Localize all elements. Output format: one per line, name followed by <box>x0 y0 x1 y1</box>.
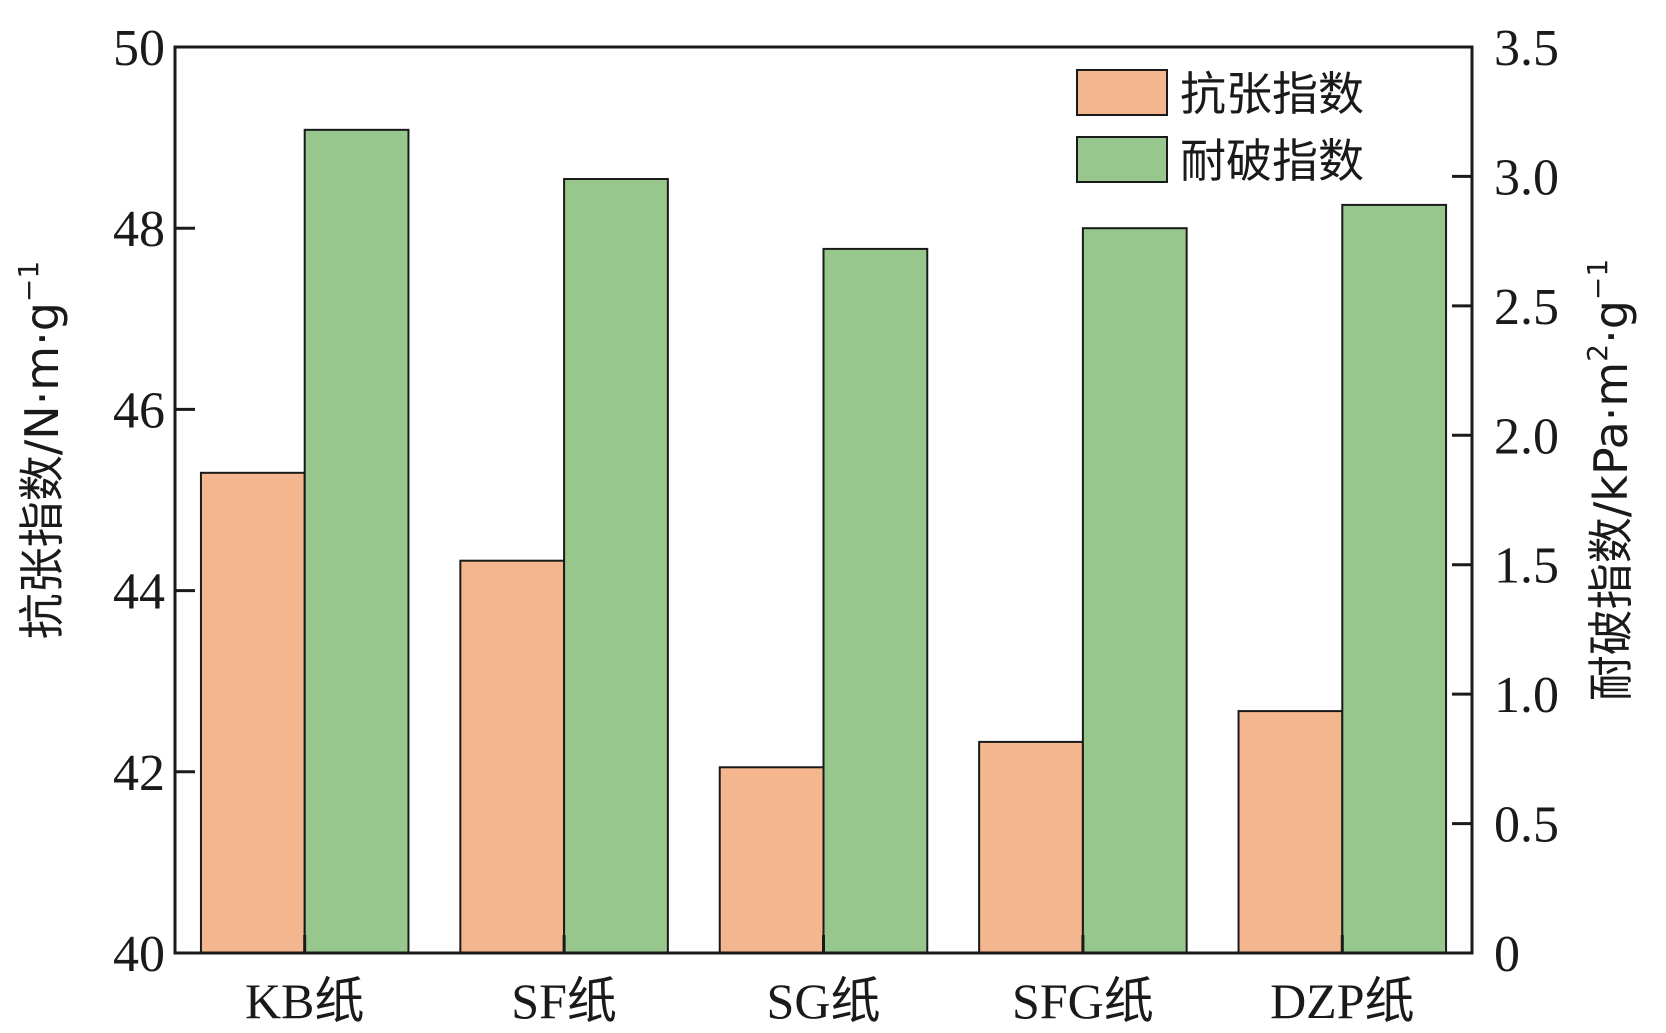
x-tick-label-0: KB纸 <box>245 973 364 1029</box>
right-tick-label-7: 3.5 <box>1494 20 1559 77</box>
bar-burst-2 <box>822 247 929 954</box>
right-tick-label-4: 2.0 <box>1494 408 1559 465</box>
left-tick-label-3: 46 <box>113 382 165 439</box>
left-axis: 40 42 44 46 48 50 <box>113 20 195 983</box>
left-axis-title: 抗张指数/N·m·g−1 <box>12 261 69 639</box>
right-tick-label-0: 0 <box>1494 926 1520 983</box>
bar-tensile-1 <box>459 559 566 955</box>
x-tick-label-4: DZP纸 <box>1270 973 1414 1029</box>
bar-burst-1 <box>563 178 669 954</box>
right-axis-title-sup1: 2 <box>1581 344 1614 362</box>
right-tick-label-6: 3.0 <box>1494 149 1559 206</box>
bar-burst-0 <box>303 128 410 954</box>
legend-swatch-tensile <box>1076 69 1168 116</box>
left-tick-label-4: 48 <box>113 201 165 258</box>
x-tick-label-1: SF纸 <box>511 973 617 1029</box>
x-tick-label-2: SG纸 <box>767 973 881 1029</box>
right-tick-label-3: 1.5 <box>1494 538 1559 595</box>
left-tick-label-2: 44 <box>113 564 165 621</box>
bar-tensile-2 <box>718 766 825 955</box>
right-tick-label-1: 0.5 <box>1494 797 1559 854</box>
right-axis-title-main: 耐破指数/kPa·m <box>1584 362 1638 701</box>
right-tick-label-5: 2.5 <box>1494 279 1559 336</box>
legend: 抗张指数 耐破指数 <box>1076 67 1364 188</box>
left-tick-label-0: 40 <box>113 926 165 983</box>
legend-label-tensile: 抗张指数 <box>1180 67 1364 121</box>
right-axis-title-mid: ·g <box>1584 300 1638 344</box>
x-tick-label-3: SFG纸 <box>1012 973 1154 1029</box>
right-axis-title: 耐破指数/kPa·m2·g−1 <box>1581 259 1638 701</box>
legend-swatch-burst <box>1076 136 1168 183</box>
left-axis-title-sup: −1 <box>12 261 45 302</box>
left-axis-title-main: 抗张指数/N·m·g <box>15 302 69 639</box>
right-axis: 0 0.5 1.0 1.5 2.0 2.5 3.0 3.5 <box>1452 20 1559 983</box>
left-tick-label-5: 50 <box>113 20 165 77</box>
left-tick-label-1: 42 <box>113 745 165 802</box>
bar-tensile-4 <box>1237 710 1344 955</box>
right-tick-label-2: 1.0 <box>1494 667 1559 724</box>
right-axis-title-sup2: −1 <box>1581 259 1614 300</box>
bar-tensile-0 <box>199 471 306 954</box>
bar-tensile-3 <box>978 740 1084 954</box>
x-axis: KB纸 SF纸 SG纸 SFG纸 DZP纸 <box>245 935 1415 1029</box>
bars-layer <box>199 128 1448 955</box>
bar-burst-4 <box>1341 203 1448 955</box>
legend-label-burst: 耐破指数 <box>1180 134 1364 188</box>
bar-burst-3 <box>1081 227 1188 954</box>
